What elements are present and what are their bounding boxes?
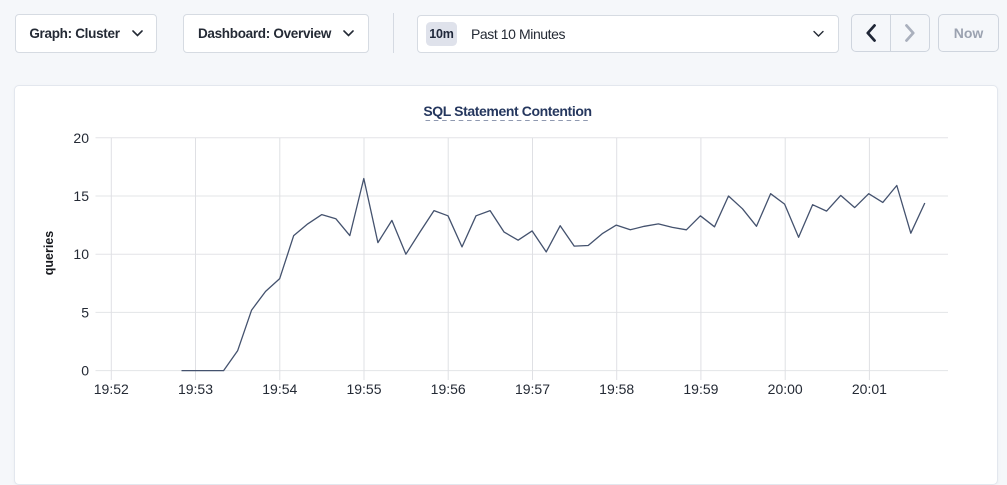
svg-text:19:52: 19:52 (94, 381, 129, 397)
svg-text:5: 5 (81, 304, 89, 320)
svg-text:19:58: 19:58 (599, 381, 634, 397)
svg-text:20: 20 (73, 130, 89, 146)
svg-text:10: 10 (73, 246, 89, 262)
svg-text:0: 0 (81, 363, 89, 379)
svg-text:SQL Statement Contention: SQL Statement Contention (423, 103, 591, 119)
svg-text:queries: queries (42, 231, 56, 276)
svg-text:19:53: 19:53 (178, 381, 213, 397)
svg-text:19:59: 19:59 (683, 381, 718, 397)
svg-text:19:56: 19:56 (431, 381, 466, 397)
svg-text:19:57: 19:57 (515, 381, 550, 397)
svg-text:19:55: 19:55 (346, 381, 381, 397)
svg-text:20:01: 20:01 (852, 381, 887, 397)
svg-text:20:00: 20:00 (768, 381, 803, 397)
svg-text:15: 15 (73, 188, 89, 204)
svg-text:19:54: 19:54 (262, 381, 297, 397)
